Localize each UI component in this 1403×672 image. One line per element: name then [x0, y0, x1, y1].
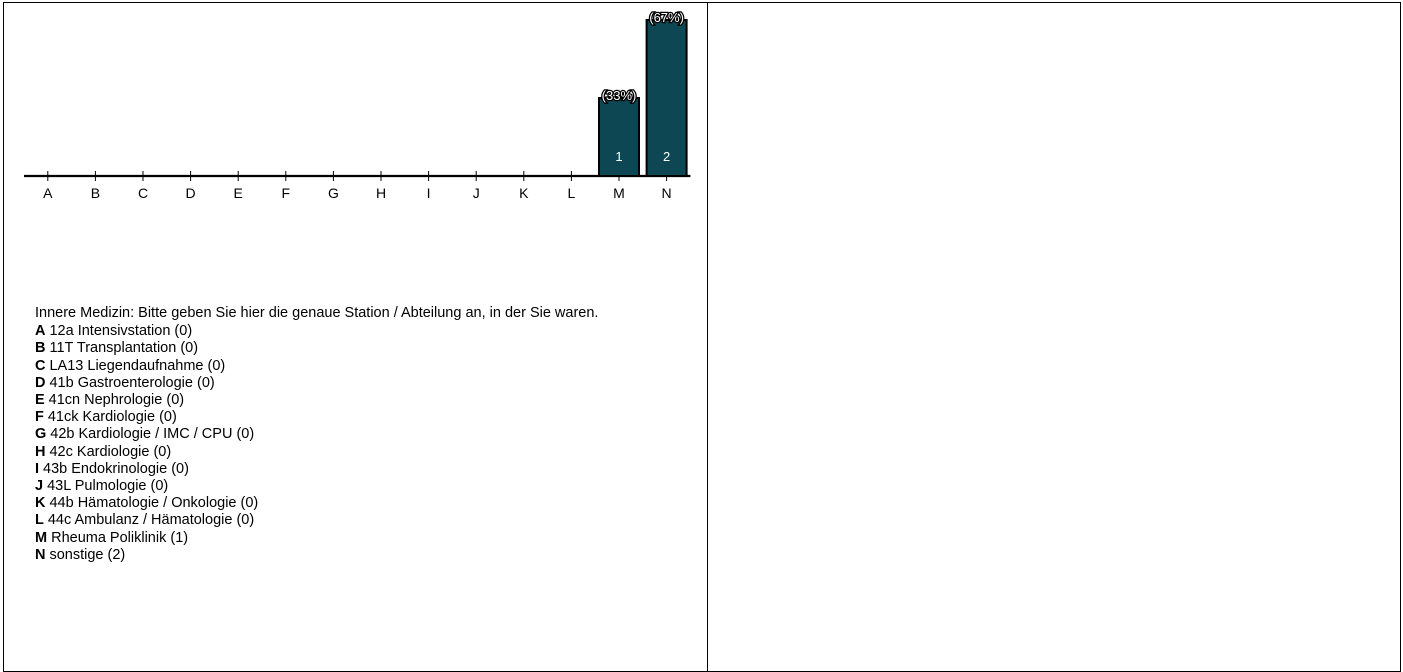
legend-key: H [35, 443, 46, 460]
legend-item-I: I 43b Endokrinologie (0) [35, 461, 685, 478]
x-tick-label-H: H [376, 185, 386, 201]
legend-list: A 12a Intensivstation (0) B 11T Transplanta… [35, 323, 685, 564]
x-tick-label-E: E [234, 185, 243, 201]
x-tick-label-N: N [662, 185, 672, 201]
legend-key: G [35, 426, 47, 443]
x-tick-label-G: G [328, 185, 339, 201]
bar-N [645, 19, 688, 177]
legend-key: D [35, 374, 46, 391]
x-tick-label-B: B [91, 185, 100, 201]
x-tick-label-M: M [613, 185, 625, 201]
legend-item-K: K 44b Hämatologie / Onkologie (0) [35, 495, 685, 512]
legend-key: I [35, 460, 40, 477]
x-tick-label-K: K [519, 185, 529, 201]
x-tick-label-L: L [568, 185, 576, 201]
legend-key: A [35, 323, 46, 340]
x-tick-label-J: J [473, 185, 480, 201]
bar-value-label-M: 1 [615, 149, 622, 164]
legend-key: J [35, 478, 44, 495]
bar-chart: A B C D E F G H I J K L M 1 (33%) N 2 (67%) [24, 9, 691, 201]
bar-percent-label-N: (67%) [649, 10, 684, 25]
x-tick-label-C: C [138, 185, 148, 201]
chart-legend: Innere Medizin: Bitte geben Sie hier die… [35, 305, 685, 564]
legend-item-J: J 43L Pulmologie (0) [35, 478, 685, 495]
legend-item-L: L 44c Ambulanz / Hämatologie (0) [35, 512, 685, 529]
legend-key: B [35, 340, 46, 357]
legend-label: 44c Ambulanz / Hämatologie (0) [47, 512, 255, 529]
legend-item-E: E 41cn Nephrologie (0) [35, 392, 685, 409]
bar-M [598, 97, 640, 177]
legend-key: C [35, 357, 46, 374]
legend-item-B: B 11T Transplantation (0) [35, 340, 685, 357]
legend-label: LA13 Liegendaufnahme (0) [49, 357, 226, 374]
legend-label: 41cn Nephrologie (0) [48, 392, 185, 409]
legend-key: L [35, 512, 44, 529]
legend-item-M: M Rheuma Poliklinik (1) [35, 530, 685, 547]
legend-key: M [35, 529, 48, 546]
legend-item-G: G 42b Kardiologie / IMC / CPU (0) [35, 426, 685, 443]
x-tick-label-D: D [186, 185, 196, 201]
legend-label: 42b Kardiologie / IMC / CPU (0) [50, 426, 255, 443]
legend-key: K [35, 495, 46, 512]
legend-item-D: D 41b Gastroenterologie (0) [35, 375, 685, 392]
legend-label: 11T Transplantation (0) [49, 340, 199, 357]
legend-label: 41ck Kardiologie (0) [47, 409, 177, 426]
legend-item-H: H 42c Kardiologie (0) [35, 444, 685, 461]
legend-key: N [35, 546, 46, 563]
legend-label: 42c Kardiologie (0) [49, 443, 172, 460]
bar-value-label-N: 2 [663, 149, 670, 164]
empty-panel [707, 2, 1401, 672]
legend-label: 43L Pulmologie (0) [47, 478, 169, 495]
legend-label: 41b Gastroenterologie (0) [49, 374, 215, 391]
legend-label: 43b Endokrinologie (0) [43, 460, 189, 477]
legend-label: sonstige (2) [49, 546, 126, 563]
legend-item-F: F 41ck Kardiologie (0) [35, 409, 685, 426]
legend-item-C: C LA13 Liegendaufnahme (0) [35, 358, 685, 375]
bar-percent-label-M: (33%) [602, 88, 637, 103]
legend-key: F [35, 409, 44, 426]
x-tick-label-A: A [43, 185, 53, 201]
legend-key: E [35, 392, 45, 409]
question-text: Innere Medizin: Bitte geben Sie hier die… [35, 305, 599, 321]
x-tick-label-I: I [427, 185, 431, 201]
legend-label: Rheuma Poliklinik (1) [51, 529, 189, 546]
chart-panel: A B C D E F G H I J K L M 1 (33%) N 2 (67%) Innere Medizi… [3, 2, 708, 672]
x-tick-label-F: F [282, 185, 291, 201]
legend-item-A: A 12a Intensivstation (0) [35, 323, 685, 340]
legend-label: 44b Hämatologie / Onkologie (0) [49, 495, 259, 512]
legend-label: 12a Intensivstation (0) [49, 323, 193, 340]
